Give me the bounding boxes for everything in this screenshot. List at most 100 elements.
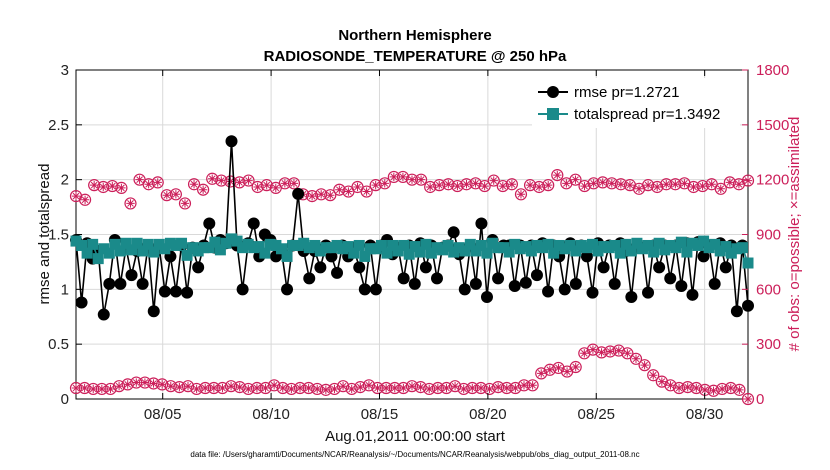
obs-possible-marker <box>414 173 428 186</box>
totalspread-point <box>720 241 732 253</box>
obs-count-point <box>433 179 446 192</box>
obs-assimilated-marker <box>362 187 371 196</box>
obs-assimilated-marker <box>743 176 753 185</box>
obs-assimilated-marker <box>289 179 299 188</box>
obs-possible-marker <box>423 382 436 396</box>
obs-count-point <box>199 381 212 395</box>
obs-count-point <box>533 180 546 194</box>
obs-assimilated-marker <box>588 345 598 354</box>
obs-assimilated-marker <box>217 176 226 185</box>
obs-assimilated-marker <box>537 369 546 378</box>
obs-count-point <box>707 384 720 397</box>
obs-possible-marker <box>578 179 591 193</box>
obs-count-point <box>405 380 419 393</box>
obs-possible-marker <box>169 188 182 201</box>
totalspread-point <box>387 239 399 251</box>
obs-assimilated-marker <box>643 180 653 190</box>
obs-assimilated-marker <box>631 354 641 363</box>
obs-assimilated-marker <box>321 385 331 395</box>
rmse-point <box>719 261 732 274</box>
obs-count-point <box>505 178 518 191</box>
obs-possible-marker <box>604 345 617 358</box>
obs-possible-marker <box>151 176 164 189</box>
obs-count-point <box>215 174 228 187</box>
obs-count-point <box>629 352 643 365</box>
obs-assimilated-marker <box>485 384 494 394</box>
obs-possible-marker <box>224 380 238 393</box>
obs-count-point <box>187 178 201 191</box>
totalspread-point <box>353 239 365 251</box>
obs-assimilated-marker <box>425 182 435 192</box>
obs-count-point <box>242 382 255 396</box>
obs-assimilated-marker <box>459 384 468 394</box>
obs-assimilated-marker <box>183 382 193 391</box>
obs-assimilated-marker <box>734 180 744 189</box>
rmse-point <box>225 135 238 148</box>
obs-assimilated-marker <box>208 174 217 183</box>
obs-count-point <box>78 381 91 395</box>
y-right-tick-label: 900 <box>756 227 781 244</box>
obs-assimilated-marker <box>140 378 150 387</box>
obs-possible-marker <box>707 384 720 397</box>
obs-count-point <box>723 176 736 189</box>
obs-count-point <box>319 383 332 396</box>
obs-possible-marker <box>614 178 627 191</box>
totalspread-point <box>492 242 504 254</box>
obs-possible-marker <box>433 179 446 192</box>
obs-count-point <box>333 183 346 196</box>
obs-possible-marker <box>115 181 128 194</box>
totalspread-point <box>292 239 304 251</box>
obs-count-point <box>414 381 427 394</box>
legend-rmse-marker <box>547 86 559 98</box>
obs-assimilated-marker <box>652 182 662 192</box>
obs-count-point <box>672 381 686 395</box>
obs-assimilated-marker <box>189 180 199 189</box>
obs-assimilated-marker <box>106 384 115 394</box>
obs-assimilated-marker <box>407 382 417 391</box>
obs-count-point <box>414 173 428 186</box>
totalspread-point <box>653 237 665 249</box>
obs-possible-marker <box>369 179 382 192</box>
obs-possible-marker <box>173 381 186 394</box>
obs-assimilated-marker <box>528 381 537 390</box>
obs-assimilated-marker <box>226 177 235 186</box>
obs-assimilated-marker <box>244 176 253 185</box>
obs-possible-marker <box>714 182 727 195</box>
totalspread-point <box>542 238 554 250</box>
totalspread-point <box>448 246 460 258</box>
obs-assimilated-marker <box>605 347 615 356</box>
obs-possible-marker <box>215 174 228 187</box>
rmse-point <box>558 283 571 296</box>
obs-assimilated-marker <box>725 178 735 187</box>
obs-possible-marker <box>138 376 152 389</box>
obs-assimilated-marker <box>171 190 181 199</box>
totalspread-point <box>453 242 465 254</box>
obs-possible-marker <box>569 360 582 374</box>
obs-assimilated-marker <box>353 182 362 192</box>
rmse-point <box>236 283 249 296</box>
obs-assimilated-marker <box>80 195 90 204</box>
obs-possible-marker <box>457 382 470 396</box>
y-tick-label: 1 <box>61 281 69 298</box>
rmse-point <box>314 261 327 274</box>
obs-assimilated-marker <box>607 179 616 188</box>
obs-possible-marker <box>543 363 556 376</box>
totalspread-point <box>548 247 560 259</box>
totalspread-point <box>398 239 410 251</box>
obs-assimilated-marker <box>316 190 326 199</box>
error-series <box>70 135 754 321</box>
y-right-tick-label: 1200 <box>756 172 789 189</box>
totalspread-point <box>237 242 249 254</box>
obs-count-point <box>95 382 108 396</box>
obs-count-point <box>514 188 528 201</box>
obs-assimilated-marker <box>716 184 725 194</box>
obs-count-point <box>115 181 128 194</box>
obs-assimilated-marker <box>89 180 99 190</box>
obs-assimilated-marker <box>313 384 322 394</box>
obs-possible-marker <box>460 178 473 191</box>
totalspread-point <box>370 243 382 255</box>
rmse-point <box>331 266 344 279</box>
obs-count-point <box>560 365 574 378</box>
totalspread-point <box>148 246 160 258</box>
obs-count-point <box>251 180 264 194</box>
